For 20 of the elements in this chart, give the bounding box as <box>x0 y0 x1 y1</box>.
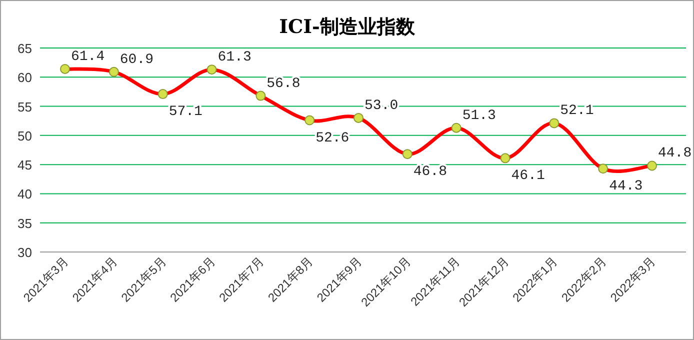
data-label: 46.1 <box>511 168 545 184</box>
y-tick-label: 55 <box>18 99 32 114</box>
y-tick-label: 60 <box>18 70 32 86</box>
data-label: 51.3 <box>462 108 496 124</box>
data-label: 57.1 <box>168 104 202 120</box>
data-label: 61.3 <box>218 50 252 66</box>
data-label: 56.8 <box>266 76 300 92</box>
data-label: 52.1 <box>560 103 594 120</box>
data-label: 46.8 <box>413 164 448 180</box>
y-tick-label: 30 <box>18 245 32 260</box>
y-tick-label: 35 <box>18 216 32 231</box>
data-label: 44.8 <box>658 146 692 162</box>
data-label: 44.3 <box>609 178 643 195</box>
data-label: 60.9 <box>120 52 154 68</box>
y-tick-label: 65 <box>18 41 32 56</box>
data-label: 61.4 <box>71 48 105 65</box>
y-tick-label: 50 <box>18 128 32 144</box>
y-tick-label: 45 <box>18 158 32 173</box>
chart-title: ICI-制造业指数 <box>279 16 416 38</box>
y-tick-label: 40 <box>18 186 32 202</box>
